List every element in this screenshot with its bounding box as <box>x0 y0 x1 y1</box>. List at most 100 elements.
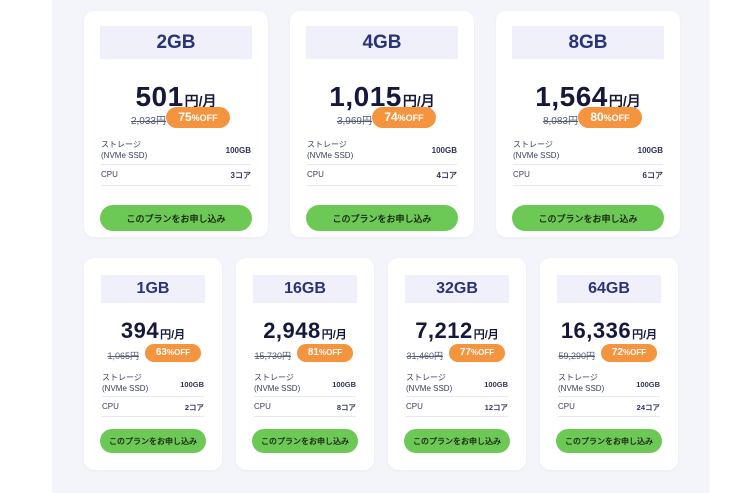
spec-row-storage: ストレージ (NVMe SSD) 100GB <box>513 137 663 165</box>
discount-suffix: %OFF <box>397 113 424 123</box>
price: 7,212 円/月 <box>388 318 526 344</box>
spec-table: ストレージ (NVMe SSD) 100GB CPU 8コア <box>254 372 356 418</box>
spec-row-cpu: CPU 3コア <box>101 166 251 186</box>
plan-card-64gb: 64GB 16,336 円/月 59,290円 72 %OFF ストレージ (N… <box>540 258 678 470</box>
spec-row-storage: ストレージ (NVMe SSD) 100GB <box>558 372 660 397</box>
storage-value: 100GB <box>180 379 204 389</box>
original-price: 1,065円 <box>107 351 139 361</box>
plan-name: 16GB <box>253 275 357 303</box>
spec-row-cpu: CPU 8コア <box>254 398 356 417</box>
spec-row-cpu: CPU 24コア <box>558 398 660 417</box>
discount-suffix: %OFF <box>191 113 218 123</box>
price-unit: 円/月 <box>184 93 217 109</box>
price: 1,015 円/月 <box>290 81 474 113</box>
storage-label-sub: (NVMe SSD) <box>513 150 560 160</box>
discount-badge: 72 %OFF <box>601 344 657 362</box>
storage-label: ストレージ (NVMe SSD) <box>254 373 300 395</box>
spec-row-storage: ストレージ (NVMe SSD) 100GB <box>101 137 251 165</box>
discount-badge: 81 %OFF <box>297 344 353 362</box>
cpu-label: CPU <box>513 170 530 180</box>
discount-value: 75 <box>178 110 192 124</box>
cpu-label: CPU <box>102 401 119 411</box>
original-price: 31,460円 <box>406 351 443 361</box>
plan-card-8gb: 8GB 1,564 円/月 8,083円 80 %OFF ストレージ (NVMe… <box>496 11 680 237</box>
storage-label-main: ストレージ <box>558 373 598 383</box>
storage-label-sub: (NVMe SSD) <box>406 384 453 393</box>
storage-value: 100GB <box>636 379 660 389</box>
spec-row-storage: ストレージ (NVMe SSD) 100GB <box>254 372 356 397</box>
discount-suffix: %OFF <box>623 348 647 357</box>
spec-table: ストレージ (NVMe SSD) 100GB CPU 2コア <box>102 372 204 418</box>
apply-button[interactable]: このプランをお申し込み <box>252 429 358 453</box>
storage-value: 100GB <box>484 379 508 389</box>
spec-table: ストレージ (NVMe SSD) 100GB CPU 4コア <box>307 137 457 193</box>
spec-row-storage: ストレージ (NVMe SSD) 100GB <box>406 372 508 397</box>
storage-label-main: ストレージ <box>102 373 142 383</box>
storage-label: ストレージ (NVMe SSD) <box>307 140 353 162</box>
spec-row-cpu: CPU 6コア <box>513 166 663 186</box>
price-unit: 円/月 <box>321 329 347 341</box>
original-price: 59,290円 <box>558 351 595 361</box>
discount-value: 81 <box>307 347 319 358</box>
price: 501 円/月 <box>84 81 268 113</box>
apply-button[interactable]: このプランをお申し込み <box>100 429 206 453</box>
storage-value: 100GB <box>225 146 251 155</box>
plan-card-4gb: 4GB 1,015 円/月 3,969円 74 %OFF ストレージ (NVMe… <box>290 11 474 237</box>
cpu-value: 4コア <box>436 171 457 180</box>
cpu-label: CPU <box>307 170 324 180</box>
storage-label: ストレージ (NVMe SSD) <box>101 140 147 162</box>
storage-label-main: ストレージ <box>254 373 294 383</box>
plan-name: 4GB <box>306 26 458 59</box>
apply-button[interactable]: このプランをお申し込み <box>100 205 252 231</box>
price-amount: 2,948 <box>263 318 321 343</box>
spec-table: ストレージ (NVMe SSD) 100GB CPU 6コア <box>513 137 663 193</box>
plan-name: 2GB <box>100 26 252 59</box>
discount-suffix: %OFF <box>471 348 495 357</box>
cpu-label: CPU <box>101 170 118 180</box>
cpu-value: 8コア <box>336 402 356 412</box>
original-price: 2,033円 <box>130 116 166 127</box>
storage-label-main: ストレージ <box>101 139 141 149</box>
price: 1,564 円/月 <box>496 81 680 113</box>
cpu-label: CPU <box>558 401 575 411</box>
spec-row-cpu: CPU 12コア <box>406 398 508 417</box>
plan-name: 64GB <box>557 275 661 303</box>
cpu-value: 2コア <box>184 402 204 412</box>
spec-table: ストレージ (NVMe SSD) 100GB CPU 3コア <box>101 137 251 193</box>
price-unit: 円/月 <box>473 329 499 341</box>
discount-value: 63 <box>155 347 167 358</box>
cpu-value: 24コア <box>636 402 660 412</box>
spec-table: ストレージ (NVMe SSD) 100GB CPU 24コア <box>558 372 660 418</box>
plan-name: 8GB <box>512 26 664 59</box>
plan-card-32gb: 32GB 7,212 円/月 31,460円 77 %OFF ストレージ (NV… <box>388 258 526 470</box>
storage-label: ストレージ (NVMe SSD) <box>406 373 452 395</box>
discount-value: 72 <box>611 347 623 358</box>
cpu-value: 6コア <box>642 171 663 180</box>
apply-button[interactable]: このプランをお申し込み <box>512 205 664 231</box>
discount-badge: 74 %OFF <box>372 107 436 128</box>
spec-row-storage: ストレージ (NVMe SSD) 100GB <box>102 372 204 397</box>
storage-label-sub: (NVMe SSD) <box>101 150 148 160</box>
plan-card-1gb: 1GB 394 円/月 1,065円 63 %OFF ストレージ (NVMe S… <box>84 258 222 470</box>
apply-button[interactable]: このプランをお申し込み <box>306 205 458 231</box>
discount-value: 80 <box>590 110 604 124</box>
original-price: 15,730円 <box>254 351 291 361</box>
spec-table: ストレージ (NVMe SSD) 100GB CPU 12コア <box>406 372 508 418</box>
price-unit: 円/月 <box>402 93 435 109</box>
storage-value: 100GB <box>431 146 457 155</box>
price-unit: 円/月 <box>608 93 641 109</box>
price-amount: 1,564 <box>535 81 608 112</box>
storage-label-main: ストレージ <box>406 373 446 383</box>
price-amount: 1,015 <box>329 81 402 112</box>
original-price: 8,083円 <box>542 116 578 127</box>
storage-value: 100GB <box>332 379 356 389</box>
apply-button[interactable]: このプランをお申し込み <box>404 429 510 453</box>
storage-label-sub: (NVMe SSD) <box>254 384 301 393</box>
discount-suffix: %OFF <box>167 348 191 357</box>
apply-button[interactable]: このプランをお申し込み <box>556 429 662 453</box>
price: 2,948 円/月 <box>236 318 374 344</box>
storage-label: ストレージ (NVMe SSD) <box>102 373 148 395</box>
storage-label: ストレージ (NVMe SSD) <box>558 373 604 395</box>
cpu-label: CPU <box>406 401 423 411</box>
original-price: 3,969円 <box>336 116 372 127</box>
